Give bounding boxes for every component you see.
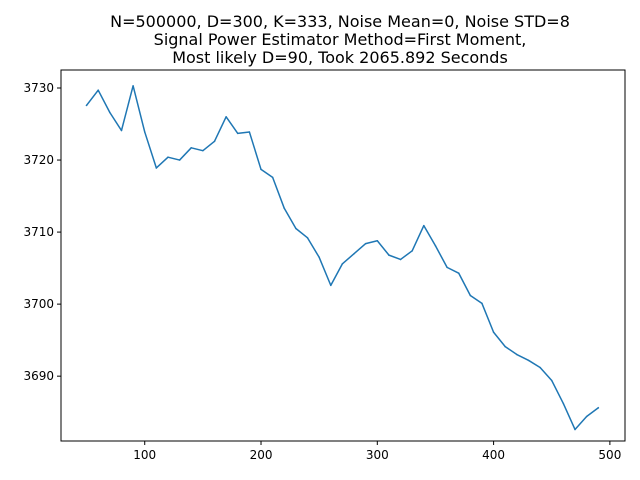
data-point: [539, 366, 541, 369]
chart-title: N=500000, D=300, K=333, Noise Mean=0, No…: [110, 12, 570, 67]
data-point: [411, 250, 413, 252]
plot-frame: [60, 69, 626, 442]
data-point: [97, 89, 99, 91]
data-point: [85, 104, 88, 107]
data-point: [213, 140, 216, 143]
data-point: [469, 294, 472, 297]
chart-title-line-1: N=500000, D=300, K=333, Noise Mean=0, No…: [110, 12, 570, 31]
data-point: [597, 407, 600, 409]
chart-title-line-3: Most likely D=90, Took 2065.892 Seconds: [172, 48, 508, 67]
data-point: [330, 284, 332, 287]
data-point: [248, 131, 251, 133]
data-point: [434, 245, 437, 247]
data-point: [260, 168, 262, 171]
x-axis: 100 200 300 400 500: [133, 441, 621, 462]
data-point: [225, 116, 227, 118]
x-tick-label: 500: [598, 448, 621, 462]
chart-title-line-2: Signal Power Estimator Method=First Mome…: [154, 30, 527, 49]
data-point: [376, 239, 379, 242]
data-point: [399, 258, 402, 261]
data-point: [481, 302, 483, 305]
data-point: [527, 359, 530, 362]
data-point: [271, 176, 274, 179]
data-point: [504, 345, 506, 348]
data-point: [423, 224, 425, 227]
data-point: [237, 132, 239, 135]
y-tick-label: 3720: [23, 153, 54, 167]
data-point: [492, 331, 495, 333]
data-point: [295, 227, 297, 230]
plot-area: 100 200 300 400 500 3690 3700 3710 3720 3730: [23, 69, 626, 462]
data-point: [109, 111, 111, 114]
y-tick-label: 3730: [23, 81, 54, 95]
data-point: [457, 272, 460, 274]
x-tick-label: 400: [482, 448, 505, 462]
x-tick-label: 200: [250, 448, 273, 462]
data-point: [120, 129, 123, 132]
series-points: [85, 85, 600, 431]
x-tick-label: 300: [366, 448, 389, 462]
data-point: [283, 207, 286, 210]
data-point: [190, 147, 192, 149]
data-point: [341, 263, 344, 265]
x-tick-label: 100: [133, 448, 156, 462]
data-point: [202, 149, 204, 152]
y-axis: 3690 3700 3710 3720 3730: [23, 81, 61, 383]
data-point: [353, 252, 355, 255]
data-point: [550, 379, 553, 382]
y-tick-label: 3710: [23, 225, 54, 239]
data-point: [318, 256, 320, 259]
data-point: [585, 415, 588, 418]
data-point: [306, 237, 309, 239]
data-point: [143, 131, 146, 133]
data-point: [178, 159, 181, 161]
data-point: [132, 85, 134, 87]
data-point: [155, 167, 158, 169]
y-tick-label: 3700: [23, 297, 54, 311]
y-tick-label: 3690: [23, 369, 54, 383]
data-point: [574, 428, 576, 431]
data-point: [562, 402, 565, 405]
data-point: [388, 254, 390, 256]
data-point: [167, 156, 169, 158]
data-point: [516, 353, 518, 356]
data-point: [446, 266, 448, 269]
data-point: [364, 242, 367, 245]
